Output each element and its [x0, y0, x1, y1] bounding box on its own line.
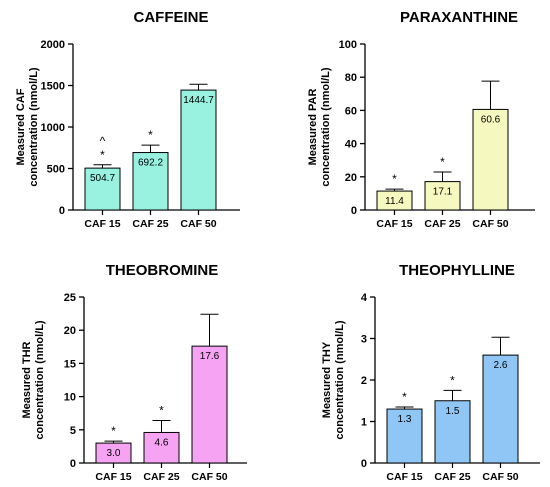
- paraxanthine-significance-mark: *: [392, 172, 397, 186]
- theophylline-category-label: CAF 25: [434, 471, 470, 483]
- theobromine-value-label: 4.6: [155, 437, 169, 448]
- paraxanthine-value-label: 11.4: [385, 196, 404, 207]
- theophylline-ylabel-line1: Measured THY: [321, 341, 333, 418]
- theobromine-ylabel-line2: concentration (nmol/L): [34, 320, 46, 440]
- paraxanthine-ylabel-line1: Measured PAR: [307, 89, 319, 166]
- theophylline-value-label: 1.5: [446, 406, 460, 417]
- theobromine-title: THEOBROMINE: [106, 262, 219, 279]
- caffeine-bar: [180, 89, 217, 211]
- theobromine-ytick-label: 0: [70, 458, 76, 470]
- theophylline-category-label: CAF 50: [482, 471, 518, 483]
- theophylline-ytick-label: 3: [361, 334, 367, 346]
- caffeine-value-label: 692.2: [138, 158, 163, 169]
- paraxanthine-category-label: CAF 50: [472, 218, 508, 230]
- caffeine-significance-mark: *: [148, 128, 153, 142]
- paraxanthine-ytick-label: 0: [351, 205, 357, 217]
- caffeine-ytick-label: 0: [59, 205, 65, 217]
- caffeine-category-label: CAF 25: [132, 218, 168, 230]
- theobromine-category-label: CAF 15: [95, 471, 131, 483]
- theophylline-ylabel-line2: concentration (nmol/L): [334, 320, 346, 440]
- paraxanthine-ytick-label: 80: [345, 72, 357, 84]
- caffeine-ylabel-line2: concentration (nmol/L): [28, 67, 40, 187]
- caffeine-ytick-label: 1500: [41, 81, 65, 93]
- caffeine-ytick-label: 2000: [41, 39, 65, 51]
- theobromine-value-label: 3.0: [107, 448, 121, 459]
- theophylline-ytick-label: 2: [361, 375, 367, 387]
- theophylline-value-label: 2.6: [494, 360, 508, 371]
- theobromine-value-label: 17.6: [200, 351, 220, 362]
- theophylline-ytick-label: 1: [361, 417, 367, 429]
- theobromine-ylabel-line1: Measured THR: [21, 341, 33, 418]
- theophylline-title: THEOPHYLLINE: [399, 262, 515, 279]
- paraxanthine-category-label: CAF 25: [424, 218, 460, 230]
- paraxanthine-ytick-label: 100: [339, 39, 357, 51]
- theobromine-ytick-label: 10: [64, 392, 76, 404]
- theobromine-significance-mark: *: [111, 424, 116, 438]
- caffeine-value-label: 1444.7: [183, 95, 214, 106]
- paraxanthine-ylabel-line2: concentration (nmol/L): [320, 67, 332, 187]
- theophylline-bar: [482, 354, 519, 464]
- theophylline-ytick-label: 0: [361, 458, 367, 470]
- theobromine-bar: [191, 345, 228, 464]
- theophylline-category-label: CAF 15: [386, 471, 422, 483]
- theobromine-ytick-label: 15: [64, 358, 76, 370]
- paraxanthine-bar: [424, 181, 461, 211]
- paraxanthine-ytick-label: 40: [345, 139, 357, 151]
- theophylline-value-label: 1.3: [398, 414, 412, 425]
- caffeine-value-label: 504.7: [90, 173, 115, 184]
- paraxanthine-title: PARAXANTHINE: [400, 9, 518, 26]
- paraxanthine-value-label: 17.1: [433, 187, 453, 198]
- caffeine-category-label: CAF 50: [180, 218, 216, 230]
- paraxanthine-value-label: 60.6: [481, 114, 501, 125]
- paraxanthine-significance-mark: *: [440, 155, 445, 169]
- theophylline-significance-mark: *: [402, 390, 407, 404]
- caffeine-ylabel-line1: Measured CAF: [15, 88, 27, 165]
- paraxanthine-ytick-label: 20: [345, 172, 357, 184]
- caffeine-ytick-label: 1000: [41, 122, 65, 134]
- theobromine-category-label: CAF 25: [143, 471, 179, 483]
- theobromine-significance-mark: *: [159, 404, 164, 418]
- theobromine-ytick-label: 5: [70, 425, 76, 437]
- caffeine-significance-mark: ^: [100, 134, 106, 148]
- caffeine-title: CAFFEINE: [134, 9, 209, 26]
- caffeine-category-label: CAF 15: [84, 218, 120, 230]
- theobromine-ytick-label: 20: [64, 325, 76, 337]
- caffeine-significance-mark: *: [100, 148, 105, 162]
- theobromine-ytick-label: 25: [64, 292, 76, 304]
- caffeine-ytick-label: 500: [47, 164, 65, 176]
- theophylline-significance-mark: *: [450, 373, 455, 387]
- paraxanthine-ytick-label: 60: [345, 105, 357, 117]
- theophylline-ytick-label: 4: [361, 292, 368, 304]
- paraxanthine-category-label: CAF 15: [376, 218, 412, 230]
- theophylline-bar: [434, 400, 471, 464]
- theobromine-category-label: CAF 50: [191, 471, 227, 483]
- paraxanthine-bar: [472, 108, 509, 211]
